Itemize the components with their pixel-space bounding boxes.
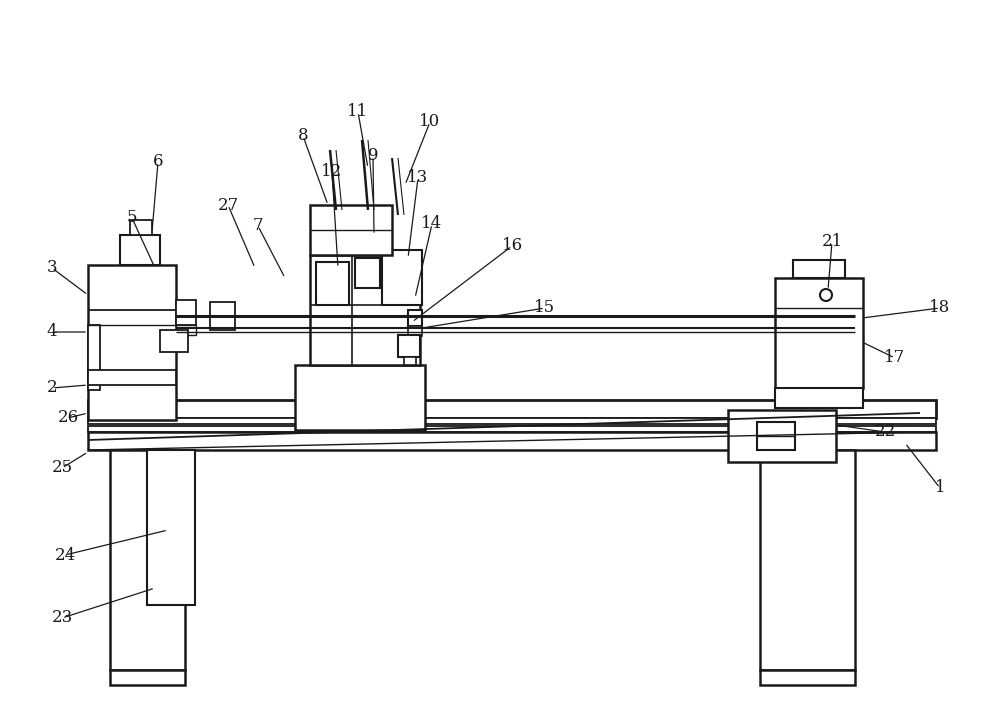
Text: 16: 16 <box>501 237 523 255</box>
Bar <box>760 670 855 685</box>
Bar <box>365 358 389 365</box>
Bar <box>793 260 845 278</box>
Text: 22: 22 <box>874 424 896 441</box>
Bar <box>398 335 420 357</box>
Bar <box>775 388 863 408</box>
Text: 12: 12 <box>321 163 343 180</box>
Bar <box>382 250 422 305</box>
Text: 21: 21 <box>821 234 843 251</box>
Text: 17: 17 <box>884 349 906 367</box>
Text: 1: 1 <box>935 479 945 496</box>
Text: 13: 13 <box>407 170 429 187</box>
Bar <box>88 432 936 450</box>
Bar <box>110 450 185 670</box>
Bar <box>408 310 422 326</box>
Bar <box>404 357 416 365</box>
Text: 27: 27 <box>217 196 239 213</box>
Text: 24: 24 <box>54 546 76 563</box>
Text: 10: 10 <box>419 113 441 130</box>
Bar <box>313 358 341 365</box>
Bar <box>316 262 349 305</box>
Bar <box>88 400 936 418</box>
Text: 5: 5 <box>127 210 137 227</box>
Bar <box>760 450 855 670</box>
Text: 18: 18 <box>929 299 951 317</box>
Bar <box>310 255 420 365</box>
Text: 3: 3 <box>47 260 57 277</box>
Text: 26: 26 <box>57 410 79 427</box>
Text: 14: 14 <box>421 215 443 232</box>
Bar <box>757 422 795 450</box>
Bar <box>160 330 188 352</box>
Bar <box>728 410 836 462</box>
Text: 6: 6 <box>153 153 163 170</box>
Bar <box>355 258 380 288</box>
Text: 11: 11 <box>347 103 369 120</box>
Bar <box>130 220 152 235</box>
Text: 15: 15 <box>534 299 556 317</box>
Text: 4: 4 <box>47 324 57 341</box>
Text: 9: 9 <box>368 148 378 165</box>
Bar <box>408 326 422 336</box>
Bar <box>176 300 196 325</box>
Bar <box>110 670 185 685</box>
Text: 8: 8 <box>298 127 308 144</box>
Bar <box>775 278 863 388</box>
Text: 25: 25 <box>51 460 73 477</box>
Bar <box>88 418 936 424</box>
Bar <box>120 235 160 265</box>
Text: 2: 2 <box>47 379 57 396</box>
Bar <box>147 450 195 605</box>
Bar <box>88 370 176 385</box>
Bar <box>88 426 936 432</box>
Bar <box>88 325 100 390</box>
Bar <box>310 205 392 255</box>
Text: 7: 7 <box>253 218 263 234</box>
Bar <box>295 365 425 430</box>
Bar <box>88 265 176 420</box>
Bar <box>176 325 196 335</box>
Text: 23: 23 <box>51 610 73 627</box>
Bar <box>210 302 235 330</box>
